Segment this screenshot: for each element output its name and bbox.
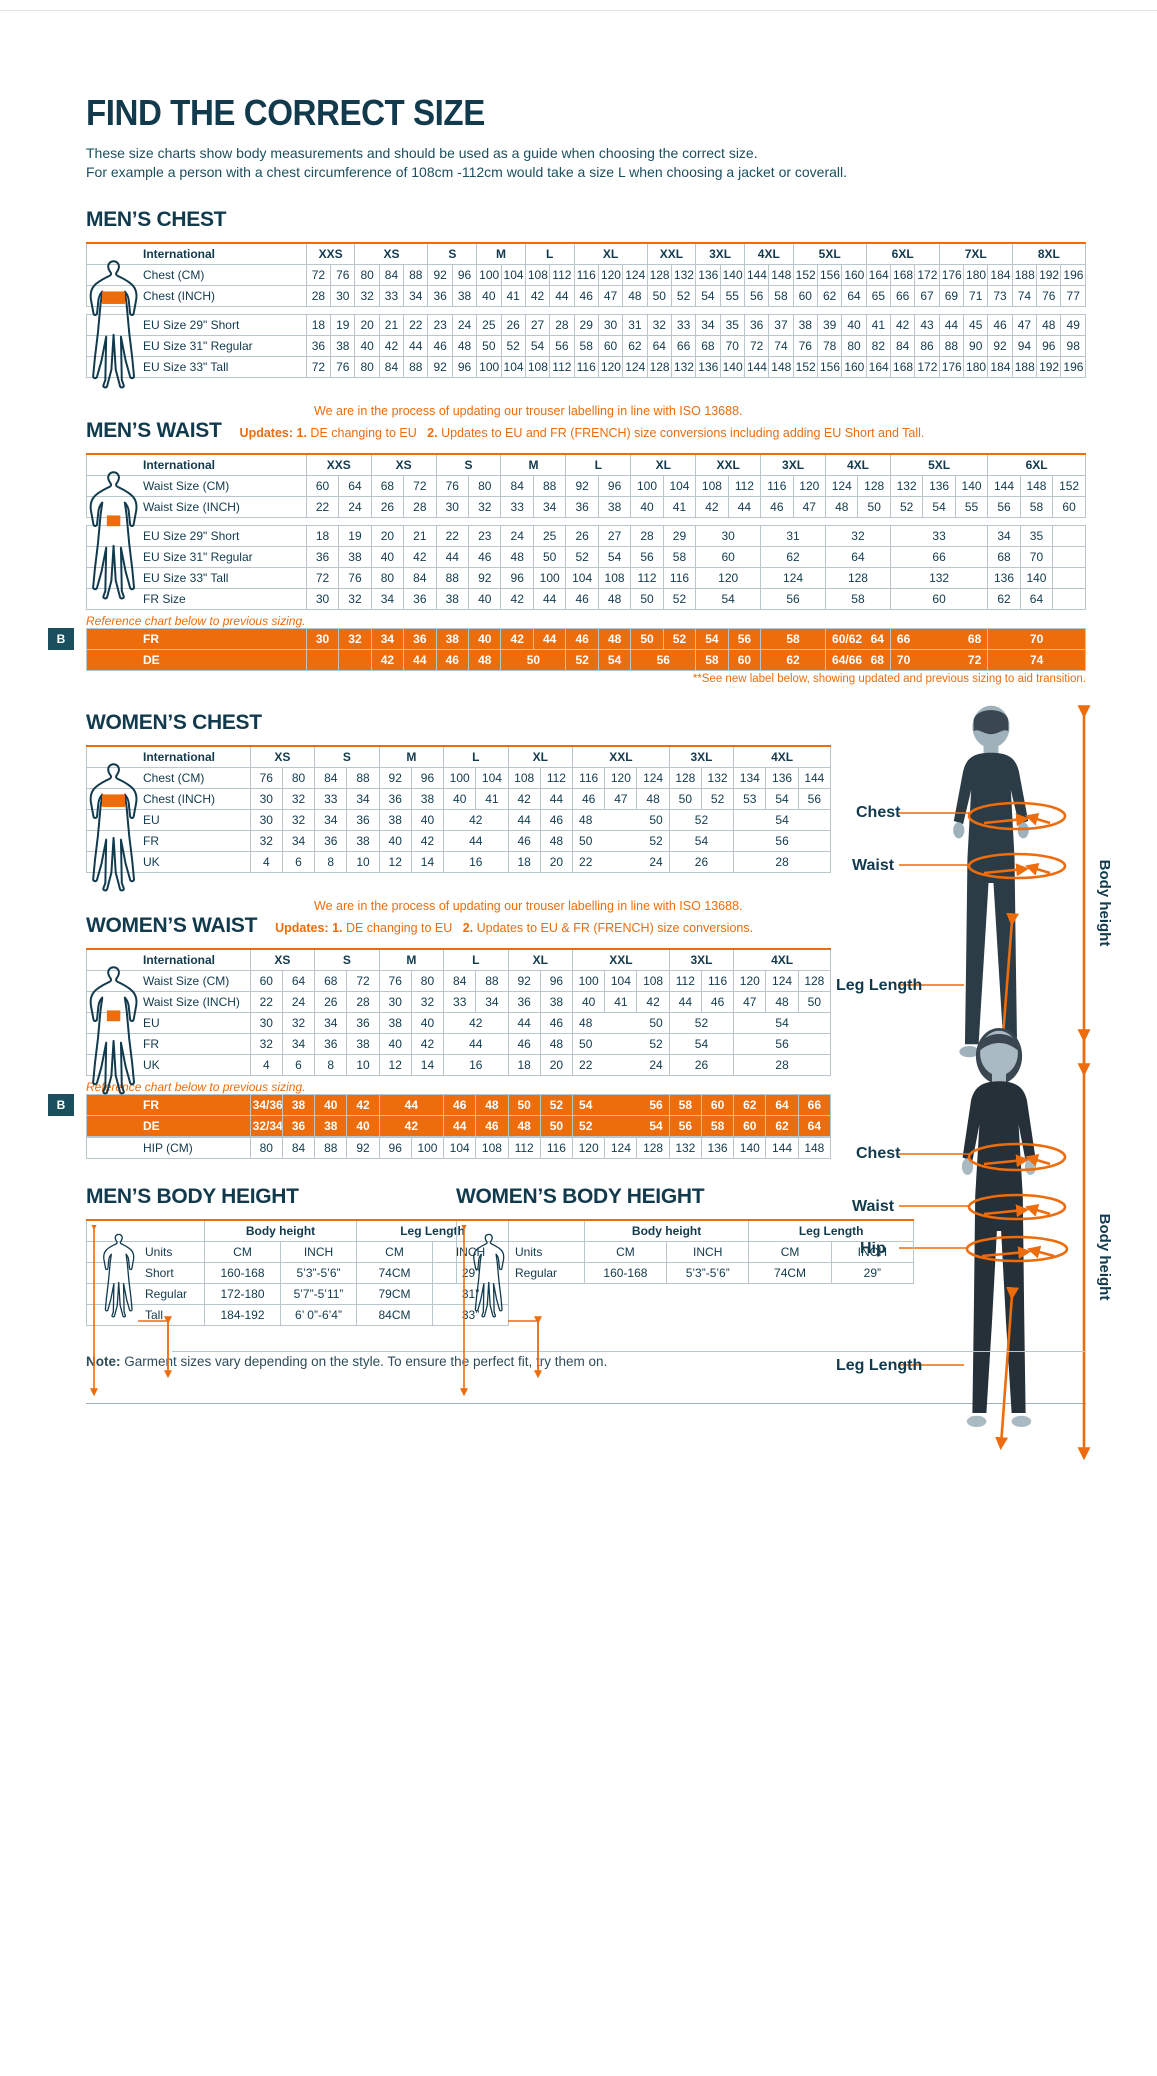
svg-text:Body height: Body height (1096, 1214, 1113, 1301)
svg-text:Chest: Chest (856, 804, 901, 821)
svg-text:Leg Length: Leg Length (836, 1357, 922, 1374)
svg-text:Chest: Chest (856, 1145, 901, 1162)
svg-text:Waist: Waist (852, 857, 895, 874)
svg-text:Body height: Body height (1096, 860, 1113, 947)
